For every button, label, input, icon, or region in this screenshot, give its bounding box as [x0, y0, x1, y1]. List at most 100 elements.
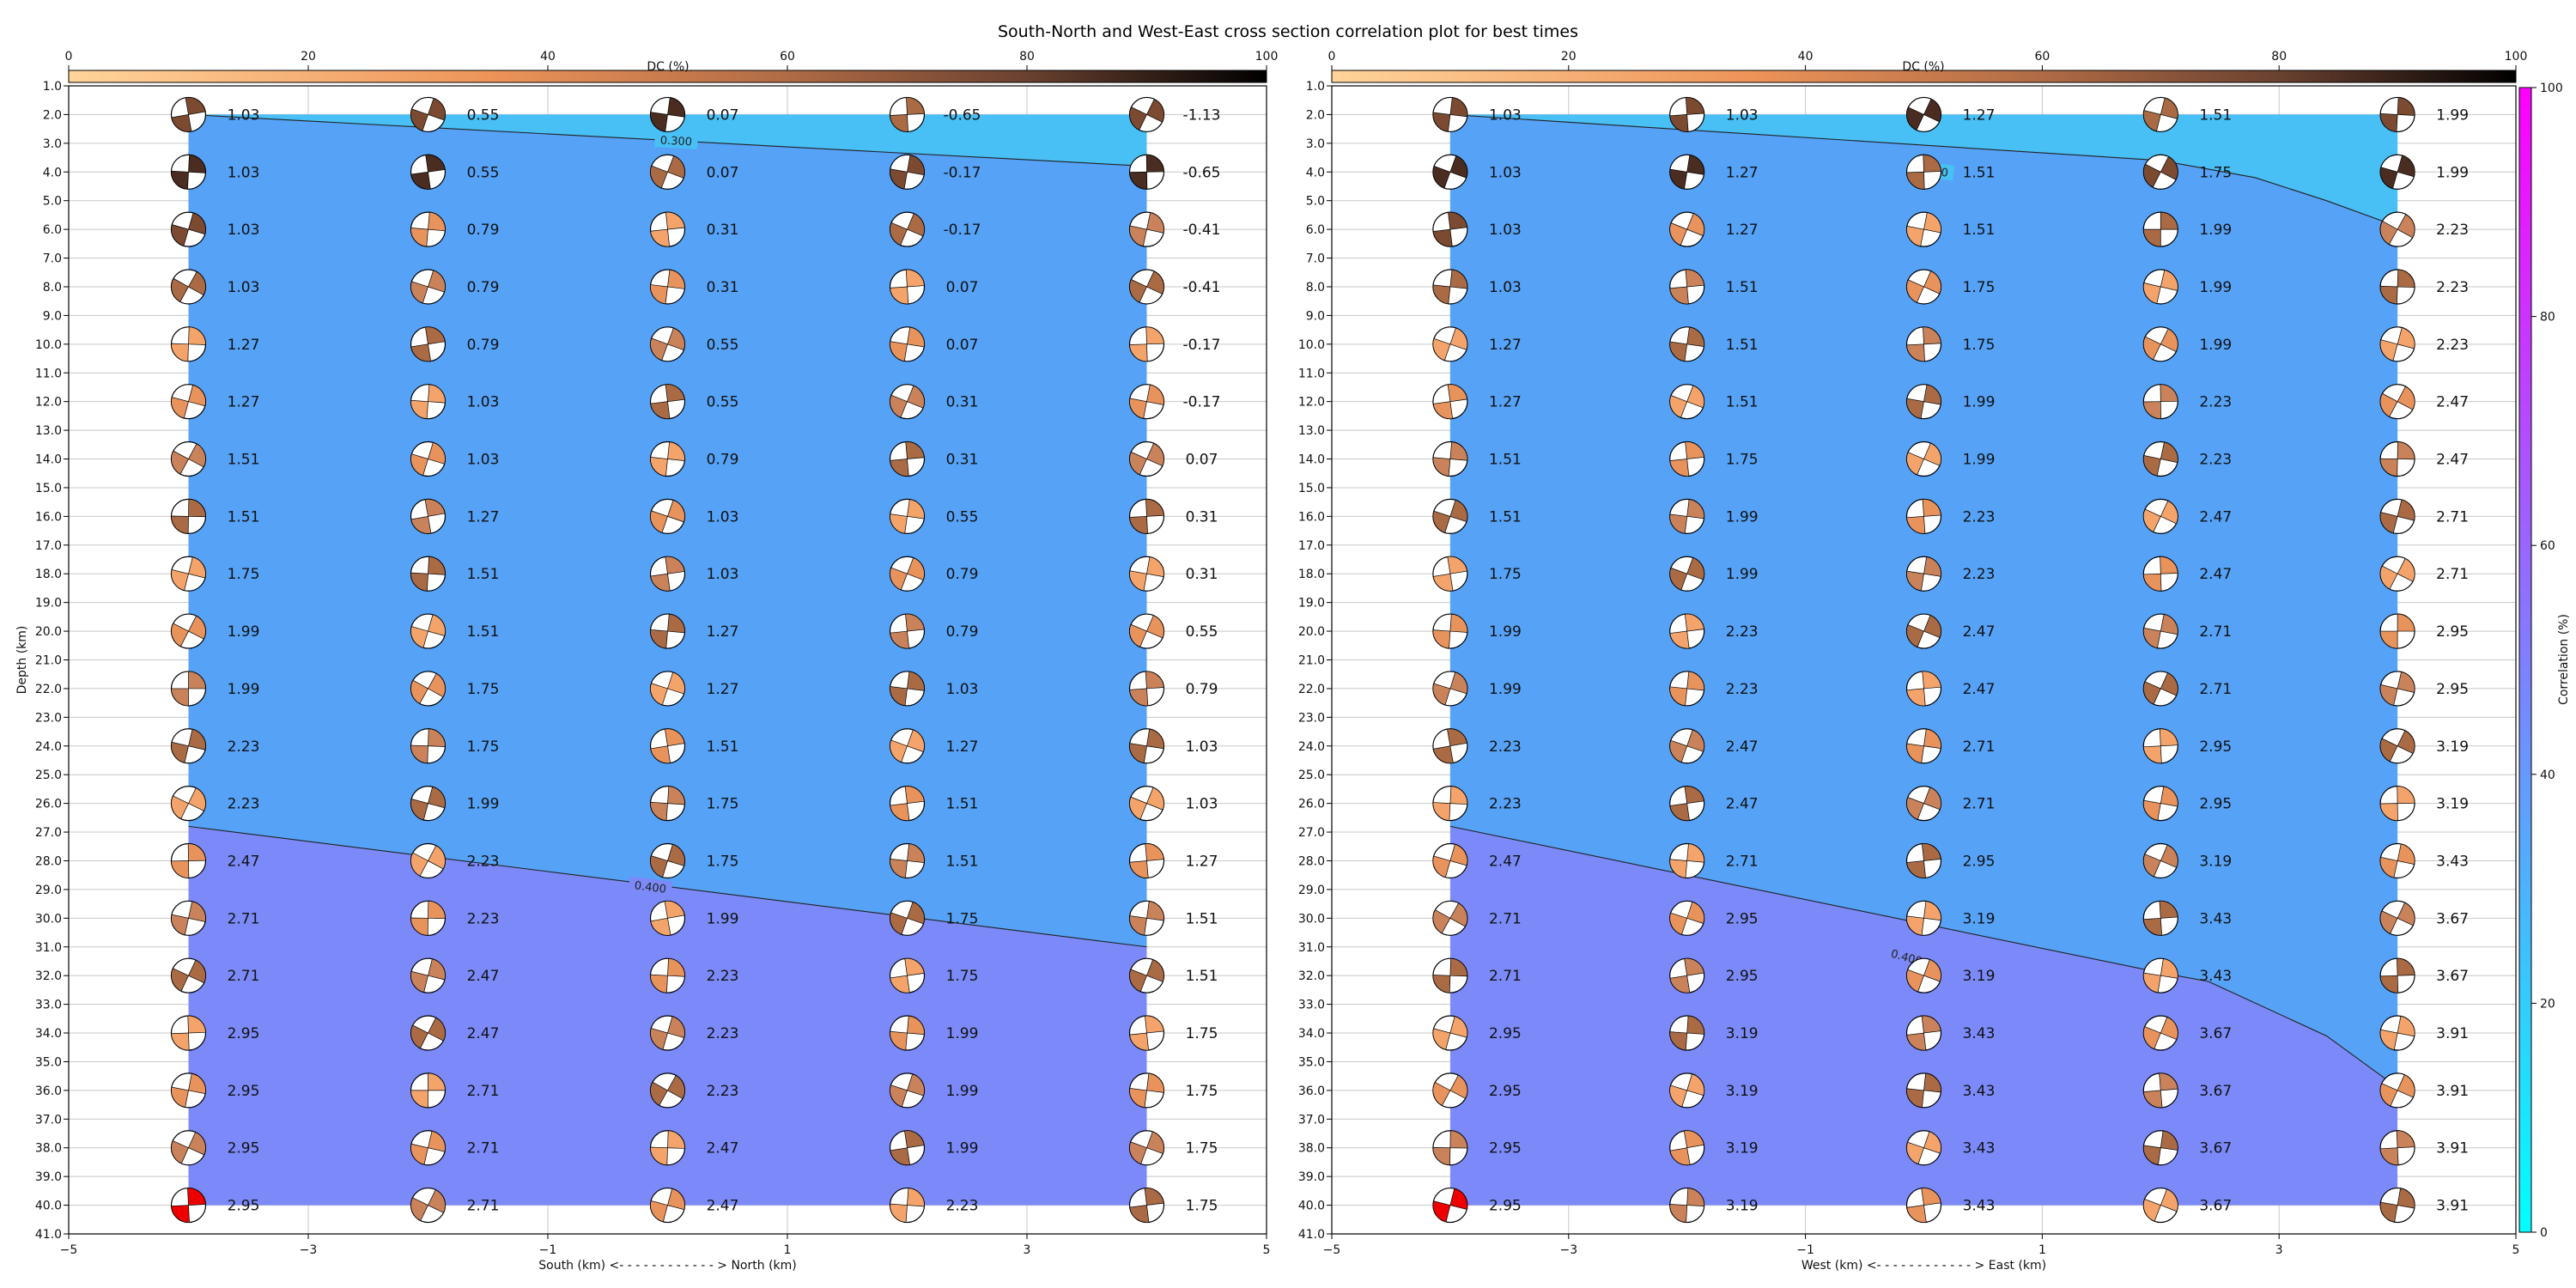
- beachball-quadrant: [1906, 516, 1926, 534]
- beachball-quadrant: [1129, 106, 1147, 131]
- beachball-quadrant: [1669, 1031, 1688, 1051]
- value-label: 3.19: [1963, 968, 1996, 985]
- beachball: [170, 96, 207, 133]
- y-tick-label: 36.0: [1298, 1084, 1325, 1098]
- beachball: [2142, 1187, 2178, 1224]
- dc-tick-label: 0: [65, 50, 73, 64]
- beachball-quadrant: [410, 799, 428, 821]
- beachball-quadrant: [1669, 912, 1688, 935]
- beachball: [1905, 269, 1942, 305]
- beachball-quadrant: [188, 1072, 206, 1095]
- beachball-quadrant: [1129, 743, 1147, 763]
- beachball-quadrant: [2379, 220, 2398, 246]
- x-tick-label: 3: [2275, 1243, 2283, 1257]
- beachball-quadrant: [2160, 614, 2178, 635]
- beachball: [1432, 1187, 1468, 1224]
- beachball-quadrant: [1129, 915, 1147, 936]
- beachball-quadrant: [1669, 168, 1688, 190]
- value-label: 1.51: [946, 853, 979, 870]
- y-tick-label: 14.0: [1298, 453, 1325, 467]
- beachball-quadrant: [1683, 1130, 1704, 1149]
- beachball: [649, 211, 686, 247]
- beachball: [1432, 1015, 1468, 1051]
- beachball-quadrant: [1449, 327, 1468, 350]
- dc-tick-label: 40: [1798, 50, 1814, 64]
- beachball: [1905, 211, 1942, 247]
- beachball-quadrant: [907, 385, 925, 409]
- beachball-quadrant: [187, 843, 206, 861]
- value-label: 2.95: [2436, 681, 2469, 698]
- beachball-quadrant: [1432, 909, 1451, 934]
- beachball: [410, 1130, 447, 1166]
- beachball-quadrant: [667, 1016, 685, 1038]
- beachball-quadrant: [1144, 1188, 1164, 1206]
- value-label: 1.51: [1963, 222, 1996, 239]
- beachball: [1905, 613, 1942, 649]
- beachball-quadrant: [650, 573, 671, 592]
- value-label: 2.47: [1726, 738, 1759, 756]
- beachball-quadrant: [1686, 671, 1705, 691]
- value-label: 1.75: [946, 910, 979, 927]
- value-label: 2.47: [1963, 623, 1996, 641]
- value-label: 1.03: [1186, 738, 1218, 756]
- beachball-quadrant: [171, 1205, 190, 1223]
- beachball-quadrant: [1432, 975, 1451, 993]
- beachball: [649, 154, 686, 190]
- beachball-quadrant: [428, 958, 446, 981]
- value-label: 3.19: [1726, 1025, 1759, 1042]
- value-label: 1.03: [707, 566, 739, 583]
- beachball: [649, 498, 686, 534]
- beachball-quadrant: [890, 567, 908, 591]
- value-label: 3.43: [2436, 853, 2469, 870]
- beachball-quadrant: [188, 615, 206, 640]
- beachball-quadrant: [650, 855, 668, 878]
- beachball: [1905, 1072, 1942, 1109]
- beachball: [1905, 786, 1942, 822]
- value-label: 2.71: [467, 1083, 500, 1100]
- beachball: [2379, 671, 2415, 707]
- beachball-quadrant: [907, 155, 925, 176]
- value-label: 1.51: [1489, 452, 1522, 469]
- beachball-quadrant: [1923, 958, 1941, 982]
- beachball-quadrant: [2397, 902, 2415, 927]
- y-tick-label: 2.0: [43, 108, 62, 122]
- beachball-quadrant: [2396, 1130, 2415, 1149]
- beachball-quadrant: [650, 917, 671, 936]
- y-tick-label: 41.0: [1298, 1228, 1325, 1242]
- value-label: 2.71: [1489, 968, 1522, 985]
- value-label: 3.67: [2199, 1140, 2232, 1157]
- beachball: [1905, 842, 1942, 879]
- dc-colorbar-left-gradient: [68, 70, 1267, 83]
- beachball: [1128, 211, 1165, 247]
- y-tick-label: 33.0: [35, 999, 62, 1012]
- beachball: [649, 1187, 686, 1224]
- beachball-quadrant: [1146, 442, 1164, 467]
- beachball-quadrant: [1906, 171, 1925, 190]
- value-label: 2.71: [2436, 566, 2469, 583]
- beachball-quadrant: [1146, 959, 1164, 982]
- beachball-quadrant: [188, 556, 206, 579]
- x-tick-label: −5: [60, 1243, 78, 1257]
- beachball-quadrant: [410, 453, 428, 477]
- beachball-quadrant: [1906, 915, 1924, 936]
- beachball-quadrant: [2379, 113, 2398, 132]
- beachball: [889, 1072, 926, 1109]
- beachball-quadrant: [1449, 902, 1468, 927]
- beachball-quadrant: [2397, 730, 2415, 755]
- beachball: [649, 556, 686, 592]
- beachball-quadrant: [907, 326, 925, 348]
- beachball-quadrant: [1686, 1188, 1705, 1206]
- beachball-quadrant: [1449, 1016, 1468, 1038]
- value-label: 2.95: [1726, 968, 1759, 985]
- beachball: [410, 786, 447, 822]
- beachball: [1128, 728, 1165, 764]
- y-tick-label: 14.0: [35, 453, 62, 467]
- value-label: 3.19: [1963, 910, 1996, 927]
- beachball-quadrant: [1432, 683, 1451, 706]
- beachball: [410, 1015, 447, 1051]
- value-label: 1.03: [1489, 279, 1522, 296]
- y-tick-label: 21.0: [1298, 654, 1325, 668]
- beachball: [1432, 154, 1468, 190]
- dc-colorbar-left-ticks: 0 20 40 60 80 100: [65, 50, 1278, 70]
- value-label: 1.51: [707, 738, 739, 756]
